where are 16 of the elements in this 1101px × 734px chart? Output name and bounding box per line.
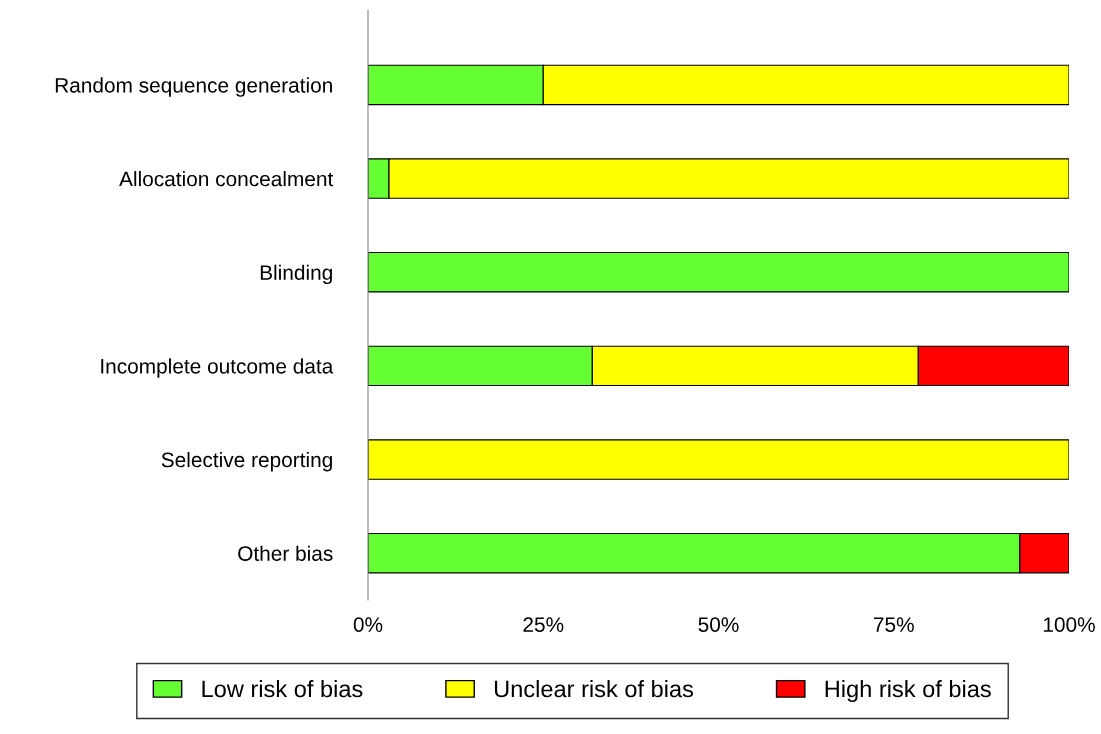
x-tick-label: 25% [523,617,564,632]
legend-label: High risk of bias [825,679,991,702]
y-tick-label: Other bias [238,545,333,561]
y-tick-label: Selective reporting [161,451,332,472]
y-tick-label: Incomplete outcome data [101,358,334,378]
y-tick-label: Random sequence generation [55,77,332,97]
x-tick-label: 75% [873,617,914,632]
legend-label: Unclear risk of bias [494,679,694,698]
x-tick-label: 100% [1043,617,1095,632]
y-tick-label: Blinding [260,264,332,285]
bar [368,252,1069,293]
x-tick-label: 50% [698,617,739,632]
legend-label: Low risk of bias [202,679,363,698]
y-tick-label: Allocation concealment [119,171,334,187]
x-tick-label: 0% [353,617,383,632]
bar [368,439,1069,480]
